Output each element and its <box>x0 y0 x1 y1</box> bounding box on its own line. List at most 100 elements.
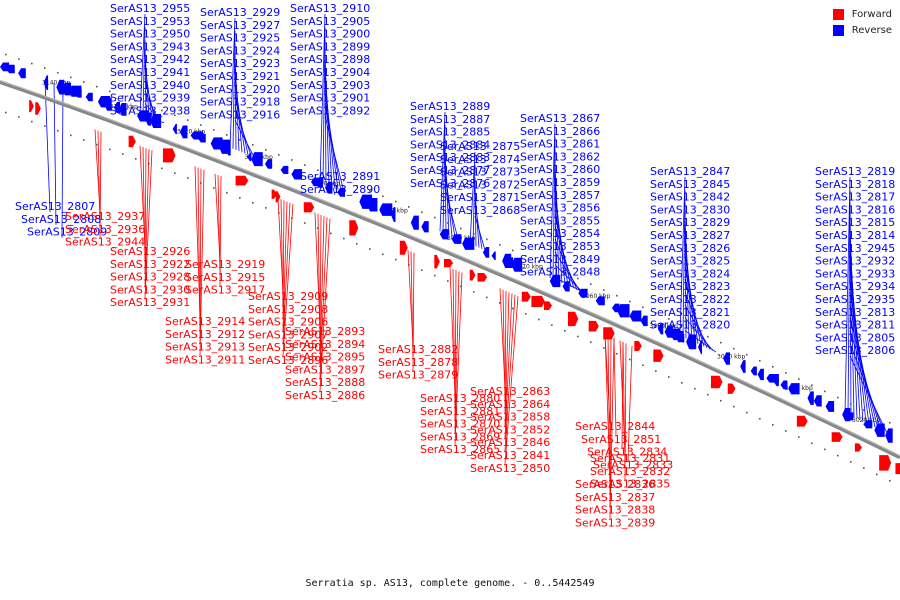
reverse-gene <box>482 246 490 258</box>
reverse-gene <box>679 333 685 343</box>
forward-gene-label: SerAS13_2851 <box>581 433 661 446</box>
outer-tick-mark <box>486 238 488 241</box>
reverse-gene-label: SerAS13_2827 <box>650 229 730 242</box>
reverse-gene-label: SerAS13_2825 <box>650 255 730 268</box>
reverse-gene <box>118 103 127 116</box>
reverse-gene <box>863 420 873 429</box>
leader-line <box>144 150 153 299</box>
forward-gene-label: SerAS13_2914 <box>165 315 245 328</box>
reverse-gene <box>686 334 697 350</box>
reverse-gene-label: SerAS13_2900 <box>290 28 370 41</box>
leader-line <box>684 279 705 347</box>
forward-gene-label: SerAS13_2897 <box>285 363 365 376</box>
reverse-gene <box>379 203 393 216</box>
leader-line <box>410 251 414 358</box>
forward-gene <box>271 189 277 199</box>
reverse-gene-label: SerAS13_2856 <box>520 202 600 215</box>
reverse-gene-label: SerAS13_2824 <box>650 267 730 280</box>
outer-tick-mark <box>161 109 163 112</box>
outer-tick-mark <box>837 396 839 399</box>
reverse-gene-label: SerAS13_2866 <box>520 125 600 138</box>
outer-tick-mark <box>655 312 657 314</box>
leader-line <box>609 336 612 506</box>
leader-line <box>684 330 717 353</box>
outer-tick-mark <box>252 144 254 146</box>
leader-line <box>849 343 885 432</box>
inner-tick-mark <box>837 454 839 457</box>
forward-gene-label: SerAS13_2836 <box>575 478 655 491</box>
outer-tick-mark <box>811 384 813 387</box>
reverse-gene <box>698 340 703 355</box>
axis-line <box>0 80 900 460</box>
inner-tick-mark <box>733 405 735 408</box>
forward-gene-label: SerAS13_2865 <box>420 443 500 456</box>
reverse-gene-label: SerAS13_2855 <box>520 214 600 227</box>
leader-line <box>504 292 510 426</box>
scale-tick-label: 3140 kbp <box>42 80 70 87</box>
reverse-gene <box>291 169 303 180</box>
leader-line <box>454 269 457 420</box>
forward-gene <box>477 272 488 282</box>
leader-line <box>679 176 686 336</box>
leader-line <box>682 189 686 337</box>
inner-tick-mark <box>889 479 891 482</box>
leader-line <box>234 94 249 155</box>
reverse-gene <box>439 229 449 240</box>
outer-tick-mark <box>525 255 527 257</box>
reverse-gene-label: SerAS13_2891 <box>300 170 380 183</box>
leader-line <box>849 356 888 434</box>
reverse-gene-label: SerAS13_2805 <box>815 331 895 344</box>
reverse-gene-label: SerAS13_2845 <box>650 178 730 191</box>
outer-tick-mark <box>642 306 644 309</box>
reverse-gene-label: SerAS13_2853 <box>520 240 600 253</box>
inner-tick-mark <box>109 148 111 151</box>
inner-tick-mark <box>174 172 176 175</box>
outer-tick-mark <box>668 318 670 320</box>
legend: Forward Reverse <box>832 6 892 38</box>
inner-tick-mark <box>57 129 59 132</box>
reverse-gene <box>874 423 885 437</box>
reverse-gene-label: SerAS13_2921 <box>200 70 280 83</box>
leader-line <box>139 13 146 114</box>
leader-line <box>849 330 882 431</box>
reverse-gene-label: SerAS13_2925 <box>200 32 280 45</box>
scale-tick-label: 3120 kbp <box>177 129 205 136</box>
forward-gene-label: SerAS13_2837 <box>575 491 655 504</box>
inner-tick-mark <box>369 248 371 250</box>
reverse-gene-label: SerAS13_2867 <box>520 112 600 125</box>
outer-tick-mark <box>369 190 371 192</box>
scale-tick-label: 3100 kbp <box>312 180 340 187</box>
forward-gene-label: SerAS13_2833 <box>593 458 673 471</box>
forward-gene <box>831 432 843 442</box>
forward-gene-label: SerAS13_2911 <box>165 353 245 366</box>
forward-gene <box>303 202 315 213</box>
inner-tick-mark <box>434 274 436 277</box>
leader-line <box>219 176 222 286</box>
forward-gene <box>895 463 900 475</box>
reverse-gene <box>85 92 93 102</box>
outer-tick-mark <box>590 283 592 285</box>
reverse-gene <box>515 261 523 272</box>
reverse-gene-label: SerAS13_2822 <box>650 293 730 306</box>
forward-gene-label: SerAS13_2864 <box>470 398 550 411</box>
reverse-gene <box>421 221 429 233</box>
forward-gene-label: SerAS13_2870 <box>420 418 500 431</box>
forward-gene-label: SerAS13_2908 <box>248 303 328 316</box>
reverse-gene <box>846 412 854 421</box>
inner-tick-mark <box>122 153 124 155</box>
reverse-gene-label: SerAS13_2923 <box>200 57 280 70</box>
reverse-gene-label: SerAS13_2940 <box>110 79 190 92</box>
reverse-gene-label: SerAS13_2849 <box>520 253 600 266</box>
outer-tick-mark <box>850 403 852 405</box>
forward-swatch <box>832 8 844 20</box>
inner-tick-mark <box>330 232 332 235</box>
reverse-gene-label: SerAS13_2887 <box>410 113 490 126</box>
reverse-gene <box>264 159 273 169</box>
reverse-gene-label: SerAS13_2903 <box>290 79 370 92</box>
leader-line <box>504 296 519 464</box>
inner-tick-mark <box>668 376 670 378</box>
reverse-gene-label: SerAS13_2899 <box>290 40 370 53</box>
inner-tick-mark <box>421 269 423 272</box>
reverse-gene <box>640 315 648 327</box>
